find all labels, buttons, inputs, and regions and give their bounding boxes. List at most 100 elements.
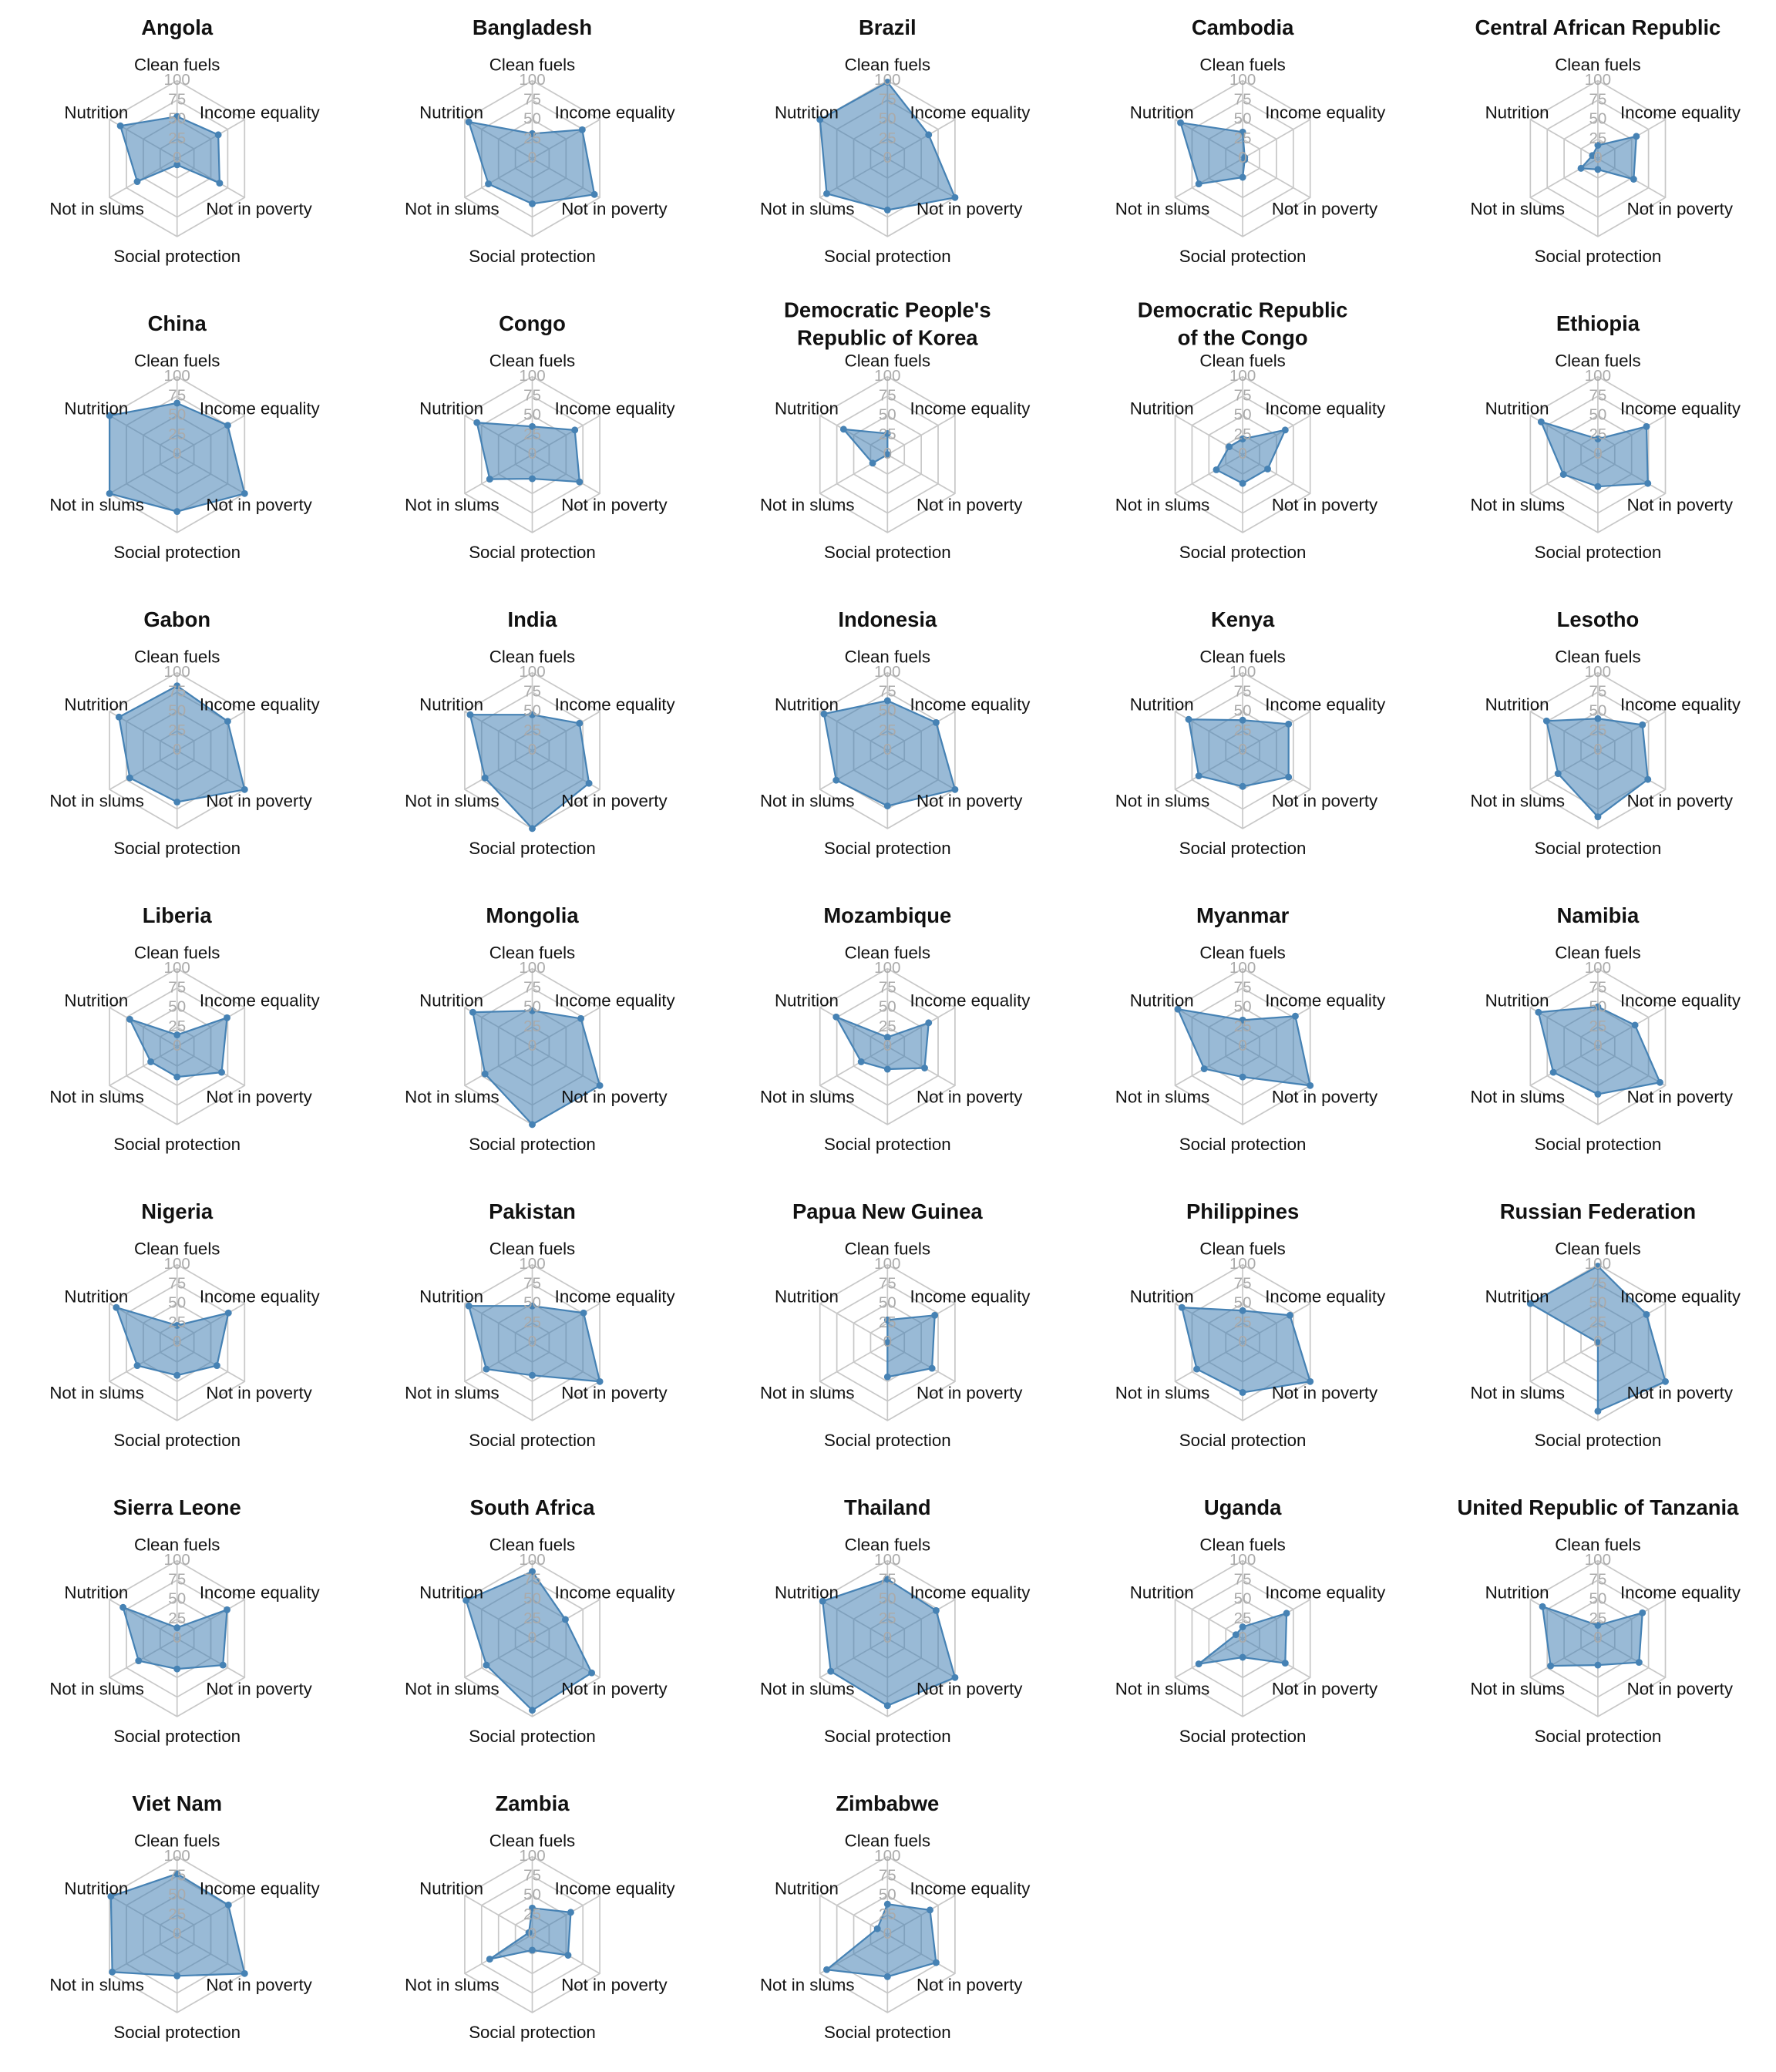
radar-point <box>529 1904 536 1912</box>
r-tick-label: 25 <box>523 1018 541 1035</box>
r-tick-label: 75 <box>523 1866 541 1884</box>
radar-point <box>925 131 933 139</box>
axis-label: Nutrition <box>1485 1583 1549 1602</box>
radar-point <box>1644 479 1652 487</box>
radar-point <box>883 79 891 86</box>
r-tick-label: 50 <box>879 998 896 1016</box>
r-tick-label: 25 <box>879 130 896 147</box>
axis-label: Not in slums <box>49 199 144 218</box>
chart-title: Philippines <box>1186 1199 1299 1223</box>
axis-label: Not in slums <box>1115 199 1210 218</box>
axis-label: Not in poverty <box>1627 1383 1734 1402</box>
axis-label: Not in poverty <box>1627 199 1734 218</box>
radar-point <box>1281 1660 1289 1667</box>
radar-chart: Central African Republic 0 25 50 75100Clean … <box>1471 15 1741 266</box>
axis-label: Not in poverty <box>206 495 312 514</box>
r-tick-label: 0 <box>883 741 892 758</box>
radar-point <box>1594 1622 1602 1629</box>
axis-label: Social protection <box>469 839 596 858</box>
r-tick-label: 50 <box>523 1886 541 1904</box>
axis-label: Clean fuels <box>1199 1536 1285 1555</box>
spoke <box>1529 119 1599 160</box>
radar-point <box>1547 1662 1555 1670</box>
radar-point <box>1549 1068 1557 1076</box>
axis-label: Nutrition <box>1130 1583 1194 1602</box>
r-tick-label: 0 <box>173 149 181 166</box>
r-tick-label: 50 <box>523 1294 541 1312</box>
radar-point <box>116 122 124 130</box>
axis-label: Not in poverty <box>1272 1087 1378 1106</box>
axis-label: Clean fuels <box>489 944 575 963</box>
radar-point <box>564 1952 572 1959</box>
axis-label: Not in poverty <box>561 791 668 810</box>
radar-point <box>869 459 876 467</box>
radar-point <box>224 1014 230 1021</box>
spoke <box>464 1895 533 1936</box>
r-tick-label: 50 <box>879 406 896 424</box>
r-tick-label: 25 <box>523 130 541 147</box>
radar-point <box>1542 717 1550 725</box>
radar-point <box>1644 775 1652 783</box>
r-tick-label: 0 <box>528 149 536 166</box>
chart-title: Pakistan <box>489 1199 576 1223</box>
axis-label: Income equality <box>910 103 1031 122</box>
r-tick-label: 0 <box>1593 1333 1602 1350</box>
radar-point <box>224 422 231 429</box>
axis-label: Social protection <box>1179 1135 1307 1154</box>
axis-label: Nutrition <box>64 991 128 1010</box>
r-tick-label: 25 <box>879 1018 896 1035</box>
axis-label: Income equality <box>555 103 676 122</box>
chart-title: Indonesia <box>838 607 937 631</box>
chart-title: Cambodia <box>1192 15 1294 39</box>
radar-point <box>173 799 181 806</box>
axis-label: Clean fuels <box>1199 944 1285 963</box>
axis-label: Income equality <box>1265 1287 1386 1306</box>
chart-title-line: of the Congo <box>1178 326 1308 350</box>
axis-label: Nutrition <box>775 1879 839 1898</box>
r-tick-label: 100 <box>1585 1255 1611 1273</box>
chart-title: Congo <box>499 311 566 335</box>
axis-label: Nutrition <box>419 1583 483 1602</box>
axis-label: Nutrition <box>1485 1287 1549 1306</box>
radar-point <box>529 711 536 718</box>
axis-label: Not in slums <box>760 791 855 810</box>
radar-point <box>1239 1388 1246 1396</box>
radar-point <box>571 426 579 434</box>
radar-point <box>486 1956 493 1963</box>
axis-label: Social protection <box>824 1727 951 1746</box>
radar-point <box>462 1596 470 1604</box>
axis-label: Not in slums <box>49 1087 144 1106</box>
radar-point <box>883 1702 891 1710</box>
radar-point <box>173 113 181 120</box>
chart-title: Angola <box>141 15 214 39</box>
spoke <box>886 415 956 456</box>
axis-label: Not in slums <box>1471 791 1566 810</box>
chart-title-line: Democratic Republic <box>1138 298 1348 322</box>
radar-point <box>173 1665 181 1673</box>
r-tick-label: 50 <box>879 1590 896 1608</box>
axis-label: Not in poverty <box>917 495 1023 514</box>
axis-label: Social protection <box>1535 1727 1662 1746</box>
radar-point <box>529 1946 536 1954</box>
radar-point <box>219 1661 227 1669</box>
axis-label: Clean fuels <box>134 1536 220 1555</box>
chart-title: China <box>148 311 207 335</box>
radar-point <box>927 1906 933 1914</box>
radar-point <box>883 1316 891 1324</box>
r-tick-label: 100 <box>519 1255 545 1273</box>
r-tick-label: 100 <box>1229 663 1256 681</box>
radar-point <box>1232 1631 1240 1639</box>
radar-point <box>1178 1303 1186 1311</box>
radar-point <box>1559 471 1567 478</box>
r-tick-label: 0 <box>883 1629 892 1646</box>
r-tick-label: 100 <box>1229 367 1256 385</box>
